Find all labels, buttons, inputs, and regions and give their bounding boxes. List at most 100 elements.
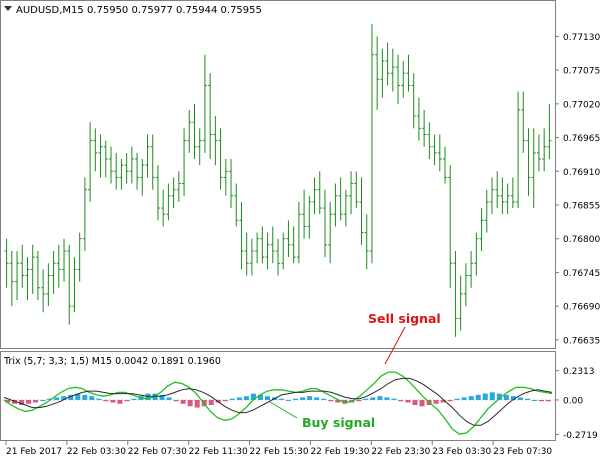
- candle: [150, 134, 155, 190]
- candle: [202, 54, 207, 153]
- histogram-bar: [433, 399, 439, 404]
- candle: [192, 103, 197, 160]
- candle: [15, 250, 20, 301]
- candle: [484, 189, 489, 233]
- histogram-bar: [89, 396, 95, 400]
- price-axis: 0.77130 0.77075 0.77020 0.76965 0.76910 0.768…: [555, 33, 600, 346]
- candle: [495, 171, 500, 209]
- histogram-bar: [531, 399, 537, 401]
- price-tick-label: 0.77020: [563, 100, 600, 110]
- time-tick-label: 23 Feb 03:30: [432, 447, 491, 457]
- candle: [260, 226, 265, 264]
- sell-signal-label: Sell signal: [368, 311, 441, 326]
- candle: [281, 232, 286, 270]
- candle: [322, 189, 327, 258]
- histogram-bar: [33, 399, 39, 403]
- candle: [338, 177, 343, 221]
- histogram-bar: [286, 399, 292, 401]
- time-tick-label: 22 Feb 15:30: [250, 447, 309, 457]
- buy-signal-label: Buy signal: [302, 415, 375, 430]
- candle: [176, 171, 181, 202]
- candle: [161, 189, 166, 227]
- histogram-bar: [496, 393, 502, 400]
- candle: [77, 232, 82, 282]
- candle: [25, 257, 30, 301]
- candle: [489, 177, 494, 215]
- candle: [145, 134, 150, 178]
- candle: [4, 238, 9, 288]
- candle: [270, 226, 275, 264]
- trix-line: [3, 371, 553, 435]
- candle: [312, 177, 317, 215]
- histogram-bar: [391, 398, 397, 400]
- price-tick-label: 0.76855: [563, 201, 600, 211]
- histogram-bar: [293, 398, 299, 400]
- candle: [375, 36, 380, 110]
- candle: [276, 238, 280, 276]
- candle: [443, 146, 448, 184]
- indicator-tick-label: 0.2313: [563, 367, 595, 377]
- price-tick-label: 0.76635: [563, 336, 600, 346]
- candle: [41, 269, 46, 313]
- price-tick-label: 0.76800: [563, 235, 600, 245]
- candle: [536, 134, 541, 172]
- histogram-bar: [82, 394, 88, 400]
- histogram-bar: [545, 399, 551, 402]
- collapse-triangle-icon[interactable]: [4, 6, 12, 11]
- candle: [218, 128, 223, 190]
- histogram-bar: [75, 393, 81, 400]
- histogram-bar: [54, 397, 60, 400]
- histogram-bar: [475, 394, 481, 400]
- candle: [385, 42, 390, 86]
- candle: [155, 165, 160, 221]
- indicator-tick-label: -0.2719: [563, 431, 598, 441]
- price-tick-label: 0.76690: [563, 303, 600, 313]
- candle: [427, 122, 432, 160]
- histogram-bar: [307, 396, 313, 400]
- indicator-tick-label: 0.00: [563, 396, 583, 406]
- candle: [98, 134, 103, 178]
- candle: [542, 128, 547, 172]
- time-tick-label: 21 Feb 2017: [6, 447, 62, 457]
- signal-line: [3, 377, 553, 426]
- candle: [286, 220, 291, 258]
- indicator-header-text: Trix (5,7; 3,3; 1,5) M15 0.0042 0.1891 0…: [3, 356, 221, 367]
- time-tick-label: 22 Feb 19:30: [310, 447, 369, 457]
- candle: [197, 128, 202, 166]
- candle: [500, 177, 505, 215]
- candle: [239, 201, 244, 270]
- histogram-bar: [377, 396, 383, 400]
- histogram-bar: [300, 397, 306, 400]
- candlestick-series: [4, 24, 552, 337]
- histogram-bar: [440, 399, 446, 403]
- candle: [208, 73, 213, 160]
- price-tick-label: 0.77130: [563, 33, 600, 43]
- candle: [369, 24, 374, 264]
- candle: [124, 152, 129, 184]
- candle: [328, 201, 333, 264]
- buy-signal-pointer: [269, 401, 298, 419]
- candle: [463, 263, 468, 307]
- histogram-bar: [19, 399, 25, 406]
- candle: [88, 122, 93, 202]
- candle: [9, 250, 14, 307]
- time-tick-label: 23 Feb 07:30: [493, 447, 552, 457]
- histogram-bar: [159, 394, 165, 400]
- candle: [140, 159, 145, 196]
- histogram-bar: [40, 399, 46, 401]
- candle: [51, 250, 56, 294]
- main-chart-frame: [0, 0, 556, 349]
- candle: [432, 134, 437, 166]
- candle: [35, 250, 40, 301]
- candle: [510, 177, 515, 209]
- candle: [469, 250, 474, 288]
- candle: [307, 195, 312, 239]
- candle: [448, 165, 453, 288]
- histogram-bar: [131, 398, 137, 400]
- candle: [296, 201, 301, 264]
- candle: [82, 177, 87, 251]
- histogram-bar: [68, 394, 74, 400]
- candle: [516, 91, 521, 209]
